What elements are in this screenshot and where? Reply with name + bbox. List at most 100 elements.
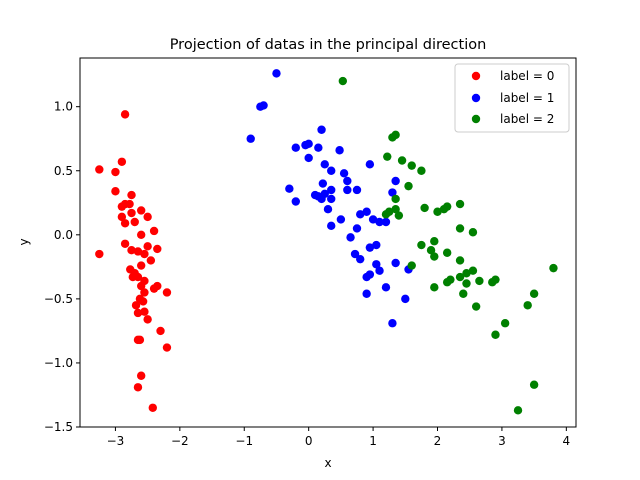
point-label-1-8 — [314, 143, 323, 152]
x-axis-label: x — [324, 456, 331, 470]
point-label-1-17 — [318, 179, 328, 188]
point-label-1-23 — [388, 188, 397, 197]
y-tick-label: −0.5 — [44, 292, 73, 306]
point-label-1-31 — [356, 210, 365, 219]
point-label-1-5 — [291, 143, 300, 152]
legend-label-1: label = 1 — [500, 91, 554, 105]
point-label-1-50 — [362, 289, 371, 298]
x-tick-label: 4 — [563, 434, 571, 448]
point-label-0-40 — [143, 315, 152, 324]
point-label-1-39 — [372, 240, 381, 250]
y-tick-label: −1.0 — [44, 356, 73, 370]
point-label-0-32 — [153, 281, 162, 291]
point-label-2-0 — [338, 76, 348, 86]
point-label-1-33 — [336, 215, 346, 224]
point-label-2-16 — [381, 210, 391, 219]
point-label-0-3 — [111, 167, 120, 177]
point-label-0-11 — [143, 212, 152, 222]
point-label-0-23 — [146, 256, 156, 265]
point-label-0-19 — [153, 244, 162, 254]
x-tick-label: −1 — [235, 434, 253, 448]
plot-frame — [79, 57, 577, 428]
point-label-2-6 — [417, 166, 426, 175]
point-label-1-7 — [304, 139, 313, 149]
point-label-0-47 — [148, 403, 157, 412]
point-label-1-40 — [365, 243, 375, 252]
point-label-1-42 — [356, 254, 365, 264]
point-label-1-4 — [317, 125, 326, 134]
point-label-2-21 — [417, 240, 426, 250]
point-label-0-33 — [162, 288, 172, 297]
legend-marker-label-2 — [471, 114, 481, 124]
point-label-0-13 — [130, 217, 139, 227]
points-layer — [95, 69, 558, 415]
legend-marker-label-1 — [471, 93, 481, 103]
point-label-2-37 — [430, 283, 439, 292]
point-label-1-44 — [391, 258, 400, 268]
point-label-0-14 — [120, 219, 130, 228]
point-label-1-15 — [343, 176, 352, 186]
point-label-2-2 — [388, 133, 397, 142]
point-label-0-48 — [95, 249, 104, 259]
point-label-1-25 — [327, 194, 336, 204]
point-label-2-25 — [455, 256, 465, 265]
point-label-0-1 — [117, 157, 127, 166]
point-label-2-42 — [500, 319, 510, 328]
point-label-1-27 — [310, 190, 320, 200]
point-label-0-46 — [133, 383, 143, 392]
point-label-2-8 — [391, 194, 400, 204]
axes-layer: −3 −2 −1 0 1 2 3 4 −1.5 −1.0 −0.5 0.0 0.5 1.0 — [44, 100, 570, 448]
point-label-0-17 — [120, 239, 130, 248]
point-label-1-51 — [401, 294, 410, 304]
point-label-2-18 — [455, 224, 465, 233]
point-label-0-15 — [149, 226, 159, 236]
point-label-0-34 — [140, 288, 149, 297]
point-label-0-10 — [127, 208, 136, 218]
point-label-2-36 — [488, 278, 497, 287]
point-label-2-38 — [459, 289, 468, 298]
point-label-1-45 — [375, 266, 384, 275]
point-label-0-7 — [125, 199, 134, 209]
y-tick-label: −1.5 — [44, 420, 73, 434]
point-label-2-32 — [442, 278, 452, 287]
legend-label-0: label = 0 — [500, 69, 554, 83]
point-label-2-4 — [397, 156, 407, 165]
y-tick-label: 1.0 — [54, 100, 73, 114]
point-label-2-9 — [391, 204, 400, 214]
point-label-0-22 — [140, 249, 149, 259]
point-label-2-33 — [475, 276, 484, 286]
point-label-1-10 — [304, 153, 313, 163]
point-label-1-18 — [327, 185, 336, 195]
point-label-1-14 — [339, 169, 349, 178]
point-label-2-45 — [513, 406, 523, 415]
point-label-2-34 — [462, 279, 471, 288]
point-label-1-0 — [272, 69, 281, 78]
legend: label = 0 label = 1 label = 2 — [454, 63, 570, 133]
point-label-0-2 — [95, 165, 104, 174]
point-label-2-23 — [442, 248, 452, 257]
point-label-2-19 — [468, 228, 478, 237]
point-label-1-30 — [362, 207, 371, 216]
point-label-2-24 — [430, 252, 439, 261]
point-label-2-39 — [529, 289, 539, 298]
point-label-1-38 — [346, 233, 355, 242]
y-tick-label: 0.5 — [54, 164, 73, 178]
y-axis-label: y — [17, 238, 31, 245]
point-label-1-21 — [285, 184, 294, 193]
point-label-2-29 — [462, 269, 471, 278]
point-label-1-11 — [365, 160, 375, 169]
point-label-2-7 — [404, 181, 413, 191]
x-tick-label: 3 — [498, 434, 506, 448]
point-label-0-21 — [133, 247, 143, 256]
point-label-1-36 — [327, 221, 336, 231]
point-label-0-30 — [136, 281, 146, 291]
point-label-2-40 — [523, 301, 532, 310]
point-label-1-26 — [317, 194, 326, 204]
x-tick-label: −2 — [171, 434, 189, 448]
point-label-1-43 — [372, 260, 381, 269]
point-label-2-5 — [407, 161, 416, 170]
point-label-2-30 — [455, 272, 465, 282]
point-label-2-11 — [433, 207, 442, 216]
point-label-1-9 — [335, 146, 344, 155]
